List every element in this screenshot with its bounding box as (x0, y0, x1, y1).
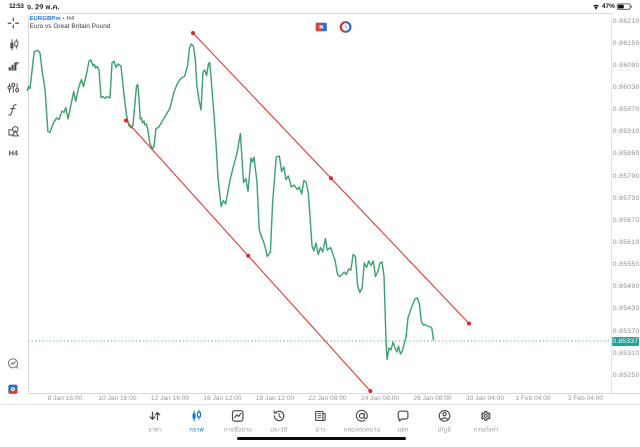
svg-text:H4: H4 (9, 149, 19, 158)
